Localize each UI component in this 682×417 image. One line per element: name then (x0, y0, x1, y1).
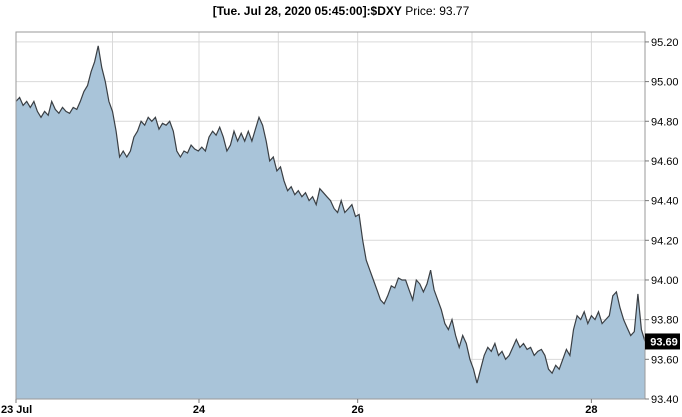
y-tick-label: 94.80 (651, 116, 679, 128)
y-tick-label: 94.40 (651, 196, 679, 208)
last-price-tag-bg (645, 333, 680, 350)
plot-frame (15, 31, 646, 400)
y-tick-label: 94.60 (651, 156, 679, 168)
x-axis: 23 Jul 24 26 28 (1, 399, 598, 416)
last-price-value: 93.69 (650, 336, 678, 348)
x-tick-label: 24 (193, 404, 206, 416)
title-symbol: :$DXY (366, 4, 402, 18)
y-tick-label: 94.20 (651, 235, 679, 247)
y-tick-label: 95.20 (651, 37, 679, 49)
y-tick-label: 93.60 (651, 354, 679, 366)
price-line (16, 45, 645, 384)
x-tick-label: 26 (352, 404, 364, 416)
price-area (16, 45, 645, 399)
last-price-tag: 93.69 (645, 333, 680, 350)
x-tick-label: 28 (585, 404, 597, 416)
y-tick-label: 94.00 (651, 275, 679, 287)
title-timestamp: [Tue. Jul 28, 2020 05:45:00] (212, 4, 367, 18)
y-tick-label: 93.80 (651, 315, 679, 327)
chart-title: [Tue. Jul 28, 2020 05:45:00]:$DXY Price:… (0, 4, 682, 18)
title-price-label: Price: (401, 4, 440, 18)
title-price-value: 93.77 (439, 4, 470, 18)
y-tick-label: 93.40 (651, 394, 679, 406)
y-tick-label: 95.00 (651, 77, 679, 89)
x-tick-label: 23 Jul (1, 404, 32, 416)
y-axis: 93.40 93.60 93.80 94.00 94.20 94.40 94.60 94.80… (645, 37, 679, 406)
